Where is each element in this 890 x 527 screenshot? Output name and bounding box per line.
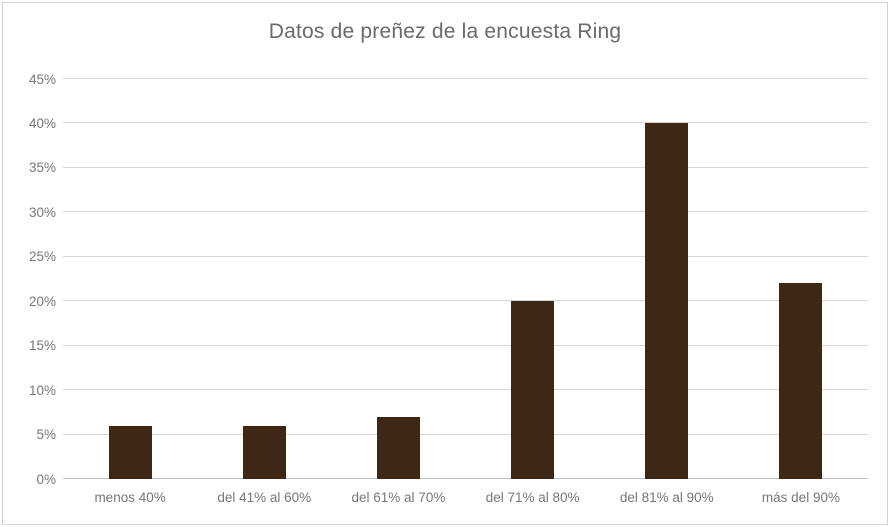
gridline — [63, 255, 868, 257]
bar-6 — [779, 283, 823, 479]
y-tick-label: 15% — [28, 337, 56, 353]
bar-1 — [108, 425, 152, 479]
y-tick-label: 5% — [36, 426, 56, 442]
y-tick-label: 25% — [28, 249, 56, 265]
y-axis: 0% 5% 10% 15% 20% 25% 30% 35% 40% 45% — [3, 72, 56, 485]
y-tick-label: 0% — [36, 471, 56, 487]
x-category-label: del 41% al 60% — [217, 490, 312, 505]
bar-2 — [242, 425, 286, 479]
gridline — [63, 433, 868, 435]
gridline — [63, 78, 868, 79]
y-tick-label: 40% — [28, 115, 56, 131]
x-category-label: del 71% al 80% — [485, 490, 580, 505]
gridline — [63, 166, 868, 168]
x-category-label: del 61% al 70% — [351, 490, 446, 505]
bar-4 — [511, 301, 555, 479]
gridline — [63, 211, 868, 213]
y-tick-label: 35% — [28, 160, 56, 176]
y-tick-label: 20% — [28, 293, 56, 309]
x-category-label: del 81% al 90% — [619, 490, 714, 505]
gridline — [63, 344, 868, 346]
chart-title: Datos de preñez de la encuesta Ring — [268, 20, 622, 43]
x-category-label: menos 40% — [94, 490, 166, 505]
gridline — [63, 122, 868, 124]
y-tick-label: 45% — [28, 71, 56, 87]
y-tick-label: 30% — [28, 204, 56, 220]
gridline — [63, 389, 868, 391]
gridline — [63, 300, 868, 302]
x-axis-line — [63, 478, 868, 479]
bar-5 — [645, 123, 689, 479]
bar-3 — [376, 416, 420, 479]
x-category-label: más del 90% — [761, 490, 840, 505]
y-tick-label: 10% — [28, 382, 56, 398]
x-axis: menos 40% del 41% al 60% del 61% al 70% del… — [63, 486, 868, 510]
plot-area — [63, 78, 868, 479]
